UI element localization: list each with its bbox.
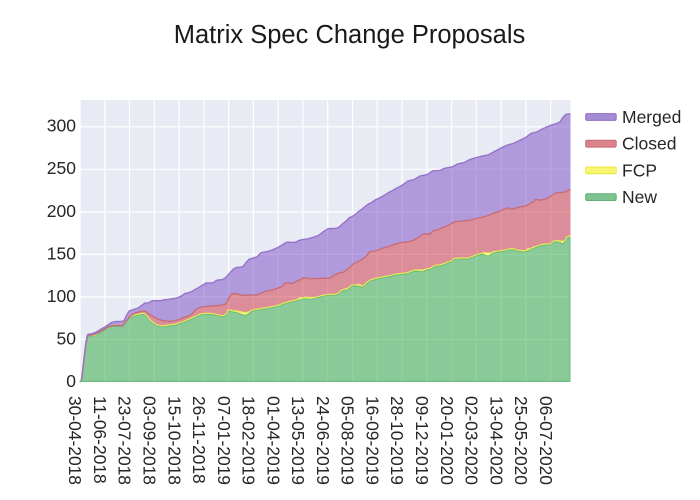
- svg-text:01-04-2019: 01-04-2019: [263, 396, 283, 485]
- svg-text:26-11-2018: 26-11-2018: [189, 396, 209, 484]
- svg-text:25-05-2020: 25-05-2020: [511, 396, 531, 485]
- svg-text:100: 100: [47, 286, 76, 306]
- svg-text:Closed: Closed: [622, 134, 676, 154]
- svg-text:02-03-2020: 02-03-2020: [462, 396, 482, 485]
- svg-text:09-12-2019: 09-12-2019: [412, 396, 432, 485]
- svg-text:13-05-2019: 13-05-2019: [288, 396, 308, 485]
- svg-text:250: 250: [47, 158, 76, 178]
- svg-text:24-06-2019: 24-06-2019: [313, 396, 333, 485]
- svg-text:Merged: Merged: [622, 107, 681, 127]
- svg-text:15-10-2018: 15-10-2018: [164, 396, 184, 485]
- svg-text:06-07-2020: 06-07-2020: [536, 396, 556, 485]
- svg-text:New: New: [622, 187, 657, 207]
- svg-text:16-09-2019: 16-09-2019: [362, 396, 382, 485]
- svg-text:30-04-2018: 30-04-2018: [65, 396, 85, 485]
- svg-text:03-09-2018: 03-09-2018: [140, 396, 160, 485]
- svg-text:11-06-2018: 11-06-2018: [90, 396, 110, 484]
- svg-text:05-08-2019: 05-08-2019: [338, 396, 358, 485]
- svg-text:50: 50: [57, 328, 77, 348]
- svg-text:23-07-2018: 23-07-2018: [115, 396, 135, 485]
- svg-text:200: 200: [47, 201, 76, 221]
- svg-text:07-01-2019: 07-01-2019: [214, 396, 234, 485]
- svg-text:20-01-2020: 20-01-2020: [437, 396, 457, 485]
- svg-text:28-10-2019: 28-10-2019: [387, 396, 407, 485]
- svg-text:FCP: FCP: [622, 160, 657, 180]
- svg-text:150: 150: [47, 243, 76, 263]
- svg-text:13-04-2020: 13-04-2020: [486, 396, 506, 485]
- svg-text:Matrix Spec Change Proposals: Matrix Spec Change Proposals: [174, 21, 526, 49]
- svg-text:300: 300: [47, 116, 76, 136]
- svg-text:18-02-2019: 18-02-2019: [239, 396, 259, 485]
- svg-text:0: 0: [66, 371, 76, 391]
